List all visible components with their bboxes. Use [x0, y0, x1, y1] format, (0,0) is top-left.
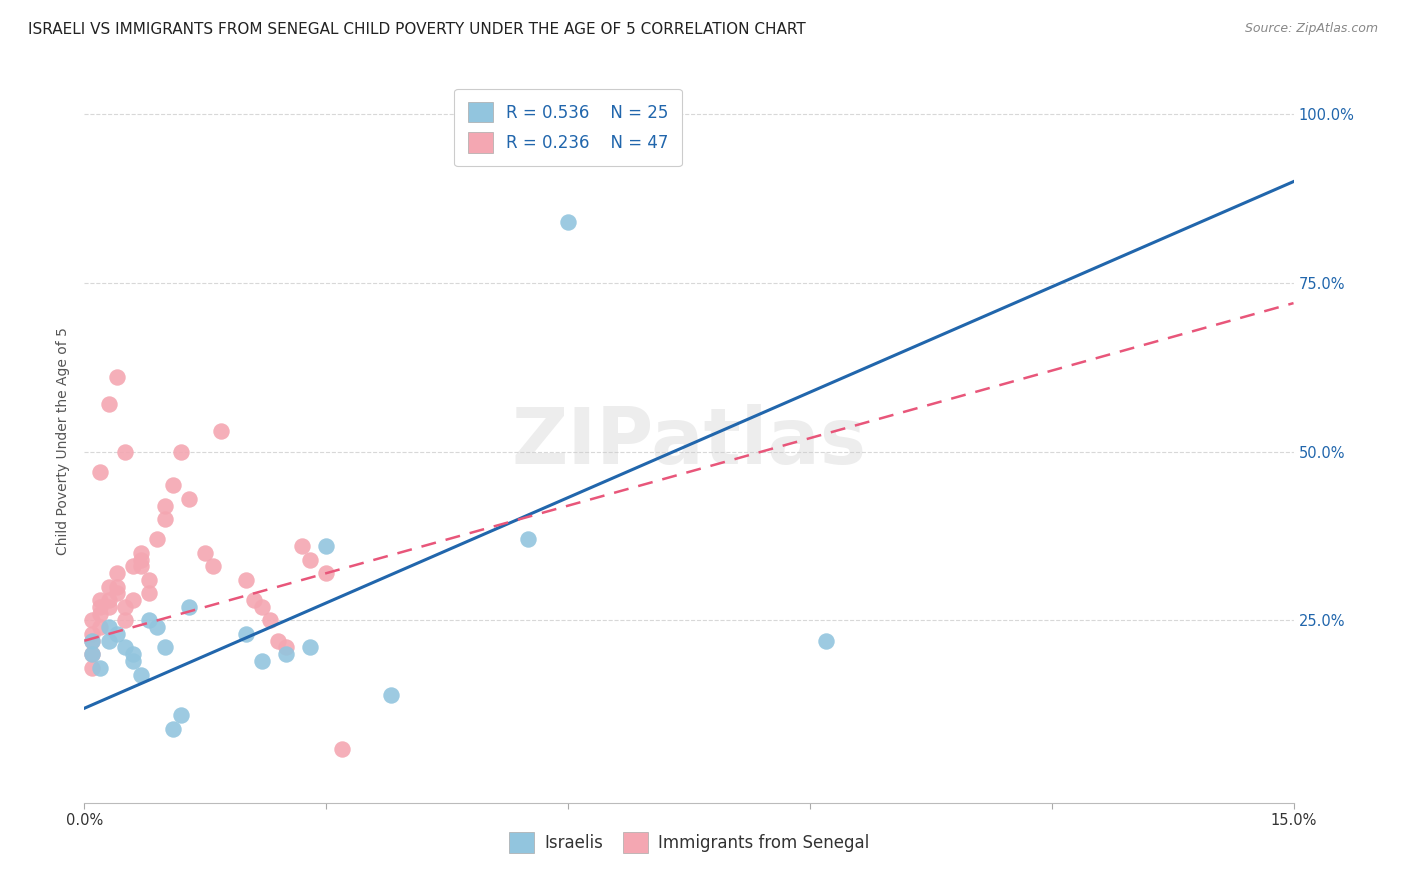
Point [194, 546, 217, 560]
Point [105, 586, 128, 600]
Text: Source: ZipAtlas.com: Source: ZipAtlas.com [1244, 22, 1378, 36]
Point [153, 640, 176, 655]
Text: ISRAELI VS IMMIGRANTS FROM SENEGAL CHILD POVERTY UNDER THE AGE OF 5 CORRELATION : ISRAELI VS IMMIGRANTS FROM SENEGAL CHILD… [28, 22, 806, 37]
Point [274, 640, 297, 655]
Point [202, 559, 225, 574]
Point [242, 593, 264, 607]
Point [114, 444, 136, 458]
Point [299, 552, 322, 566]
Point [105, 580, 128, 594]
Point [97, 599, 120, 614]
Point [121, 559, 143, 574]
Point [89, 465, 111, 479]
Point [138, 586, 160, 600]
Point [82, 647, 104, 661]
Point [97, 593, 120, 607]
Point [121, 654, 143, 668]
Point [82, 627, 104, 641]
Point [105, 566, 128, 581]
Point [89, 607, 111, 621]
Point [105, 370, 128, 384]
Point [315, 539, 337, 553]
Point [82, 647, 104, 661]
Legend: Israelis, Immigrants from Senegal: Israelis, Immigrants from Senegal [502, 826, 876, 860]
Point [330, 741, 353, 756]
Point [380, 688, 402, 702]
Point [82, 614, 104, 628]
Point [97, 633, 120, 648]
Point [138, 573, 160, 587]
Point [114, 640, 136, 655]
Point [153, 499, 176, 513]
Point [162, 478, 184, 492]
Point [259, 614, 281, 628]
Point [557, 215, 579, 229]
Point [129, 552, 152, 566]
Point [82, 661, 104, 675]
Point [250, 654, 273, 668]
Point [179, 491, 201, 506]
Point [250, 599, 273, 614]
Point [516, 533, 538, 547]
Point [814, 633, 837, 648]
Point [170, 708, 193, 723]
Y-axis label: Child Poverty Under the Age of 5: Child Poverty Under the Age of 5 [56, 327, 70, 556]
Point [129, 667, 152, 681]
Point [138, 614, 160, 628]
Point [235, 573, 257, 587]
Point [235, 627, 257, 641]
Point [209, 425, 232, 439]
Point [121, 593, 143, 607]
Point [82, 633, 104, 648]
Point [146, 620, 169, 634]
Point [162, 722, 184, 736]
Point [146, 533, 169, 547]
Point [121, 647, 143, 661]
Point [114, 599, 136, 614]
Point [129, 559, 152, 574]
Point [105, 627, 128, 641]
Point [114, 614, 136, 628]
Point [129, 546, 152, 560]
Point [267, 633, 290, 648]
Point [89, 593, 111, 607]
Point [170, 444, 193, 458]
Point [82, 633, 104, 648]
Point [291, 539, 314, 553]
Point [89, 599, 111, 614]
Point [315, 566, 337, 581]
Point [153, 512, 176, 526]
Point [89, 620, 111, 634]
Point [274, 647, 297, 661]
Text: ZIPatlas: ZIPatlas [512, 403, 866, 480]
Point [97, 580, 120, 594]
Point [299, 640, 322, 655]
Point [179, 599, 201, 614]
Point [97, 397, 120, 411]
Point [89, 661, 111, 675]
Point [97, 620, 120, 634]
